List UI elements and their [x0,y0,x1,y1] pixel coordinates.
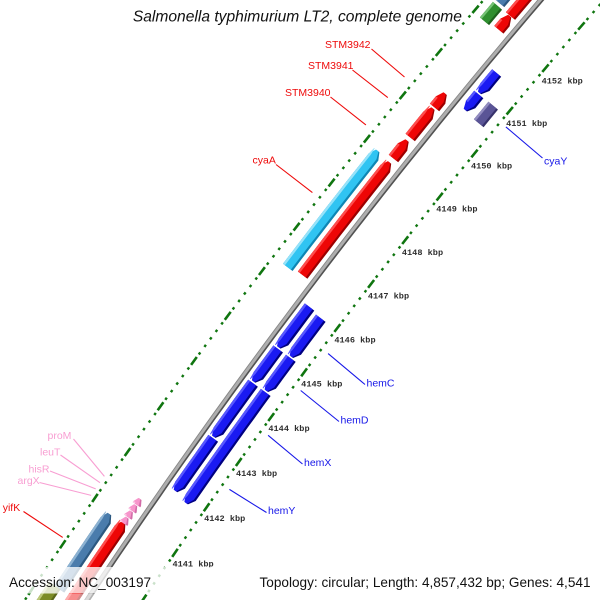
svg-text:cyaA: cyaA [253,155,276,167]
svg-text:STM3940: STM3940 [285,87,331,99]
svg-text:4150 kbp: 4150 kbp [471,162,512,172]
svg-text:STM3942: STM3942 [325,39,371,51]
svg-text:leuT: leuT [40,447,61,459]
svg-text:4141 kbp: 4141 kbp [172,560,213,570]
svg-text:4144 kbp: 4144 kbp [268,424,309,434]
svg-text:STM3941: STM3941 [308,60,354,72]
svg-text:hemX: hemX [304,457,331,469]
svg-text:Topology: circular; Length: 4,: Topology: circular; Length: 4,857,432 bp… [260,575,591,590]
svg-text:4148 kbp: 4148 kbp [402,248,443,258]
svg-text:proM: proM [48,430,72,442]
svg-text:4151 kbp: 4151 kbp [506,119,547,129]
svg-text:hisR: hisR [29,464,50,476]
svg-text:Salmonella typhimurium LT2, co: Salmonella typhimurium LT2, complete gen… [133,9,462,26]
svg-text:argX: argX [18,475,40,487]
svg-text:hemY: hemY [268,505,295,517]
svg-text:4152 kbp: 4152 kbp [542,77,583,87]
svg-text:Accession: NC_003197: Accession: NC_003197 [9,575,151,590]
svg-text:4147 kbp: 4147 kbp [368,292,409,302]
svg-text:cyaY: cyaY [544,156,567,168]
svg-text:4142 kbp: 4142 kbp [204,514,245,524]
svg-text:4143 kbp: 4143 kbp [236,469,277,479]
svg-text:4146 kbp: 4146 kbp [334,335,375,345]
svg-text:hemD: hemD [341,415,369,427]
svg-text:hemC: hemC [367,378,395,390]
svg-text:4145 kbp: 4145 kbp [301,380,342,390]
svg-text:4149 kbp: 4149 kbp [436,205,477,215]
svg-text:yifK: yifK [3,502,21,514]
